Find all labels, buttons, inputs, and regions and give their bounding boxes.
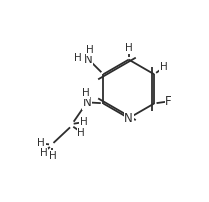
Text: H: H	[125, 43, 133, 54]
Text: F: F	[165, 95, 172, 108]
Text: H: H	[86, 45, 94, 55]
Text: H: H	[79, 117, 87, 127]
Text: N: N	[84, 53, 93, 66]
Text: H: H	[78, 128, 85, 138]
Text: H: H	[37, 138, 45, 148]
Text: H: H	[40, 148, 47, 158]
Text: H: H	[49, 151, 56, 161]
Text: H: H	[160, 62, 168, 72]
Text: N: N	[82, 96, 91, 109]
Text: N: N	[124, 112, 133, 125]
Text: H: H	[74, 53, 82, 63]
Text: H: H	[82, 88, 89, 98]
